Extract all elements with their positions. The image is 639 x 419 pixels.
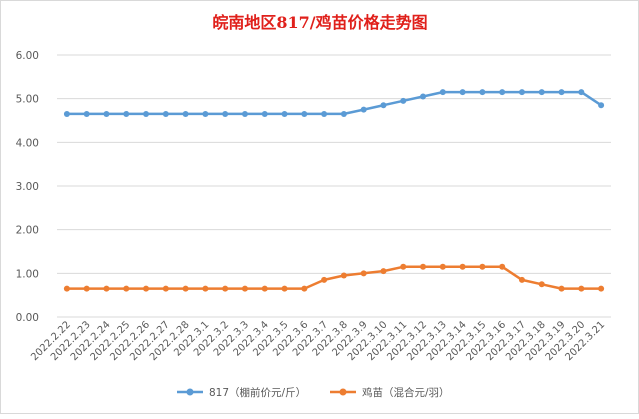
data-point <box>222 110 229 117</box>
data-point <box>340 110 347 117</box>
legend-label: 鸡苗（混合元/羽） <box>362 386 450 399</box>
data-point <box>143 285 150 292</box>
data-point <box>321 110 328 117</box>
data-point <box>261 110 268 117</box>
data-point <box>83 110 90 117</box>
data-point <box>321 276 328 283</box>
y-tick-label: 5.00 <box>16 94 39 106</box>
y-tick-label: 2.00 <box>16 225 39 237</box>
data-point <box>518 276 525 283</box>
data-point <box>162 285 169 292</box>
legend-marker <box>339 388 347 396</box>
series-line <box>66 90 602 116</box>
y-tick-label: 6.00 <box>16 50 39 62</box>
data-point <box>143 110 150 117</box>
data-point <box>558 89 565 96</box>
data-point <box>380 102 387 109</box>
data-point <box>420 93 427 100</box>
series-group <box>63 89 605 292</box>
data-point <box>63 285 70 292</box>
data-point <box>360 270 367 277</box>
legend: 817（棚前价元/斤） 鸡苗（混合元/羽） <box>177 386 450 399</box>
legend-label: 817（棚前价元/斤） <box>209 386 306 399</box>
series-line <box>66 265 602 290</box>
data-point <box>63 110 70 117</box>
data-point <box>439 89 446 96</box>
data-point <box>479 263 486 270</box>
chart-title: 皖南地区817/鸡苗价格走势图 <box>212 13 427 32</box>
data-point <box>598 102 605 109</box>
data-point <box>281 285 288 292</box>
y-tick-label: 3.00 <box>16 181 39 193</box>
x-axis-ticks: 2022.2.222022.2.232022.2.242022.2.252022… <box>29 319 607 363</box>
data-point <box>182 285 189 292</box>
data-point <box>202 110 209 117</box>
data-point <box>439 263 446 270</box>
series-1 <box>63 89 605 117</box>
gridlines <box>57 54 611 318</box>
data-point <box>598 285 605 292</box>
data-point <box>162 110 169 117</box>
data-point <box>103 110 110 117</box>
data-point <box>301 110 308 117</box>
y-tick-label: 0.00 <box>16 312 39 324</box>
data-point <box>123 110 130 117</box>
data-point <box>558 285 565 292</box>
data-point <box>202 285 209 292</box>
legend-marker <box>186 388 194 396</box>
data-point <box>400 97 407 104</box>
data-point <box>499 263 506 270</box>
y-tick-label: 4.00 <box>16 137 39 149</box>
data-point <box>222 285 229 292</box>
data-point <box>301 285 308 292</box>
data-point <box>538 281 545 288</box>
data-point <box>538 89 545 96</box>
data-point <box>459 89 466 96</box>
data-point <box>518 89 525 96</box>
y-axis-ticks: 0.00 1.00 2.00 3.00 4.00 5.00 6.00 <box>16 50 39 324</box>
data-point <box>182 110 189 117</box>
data-point <box>578 285 585 292</box>
data-point <box>241 285 248 292</box>
data-point <box>281 110 288 117</box>
data-point <box>83 285 90 292</box>
legend-item: 817（棚前价元/斤） <box>177 386 306 399</box>
data-point <box>360 106 367 113</box>
data-point <box>103 285 110 292</box>
data-point <box>261 285 268 292</box>
data-point <box>123 285 130 292</box>
series-2 <box>63 263 605 292</box>
data-point <box>340 272 347 279</box>
data-point <box>479 89 486 96</box>
legend-item: 鸡苗（混合元/羽） <box>330 386 450 399</box>
data-point <box>380 268 387 275</box>
data-point <box>420 263 427 270</box>
data-point <box>499 89 506 96</box>
data-point <box>241 110 248 117</box>
data-point <box>578 89 585 96</box>
data-point <box>400 263 407 270</box>
data-point <box>459 263 466 270</box>
y-tick-label: 1.00 <box>16 268 39 280</box>
